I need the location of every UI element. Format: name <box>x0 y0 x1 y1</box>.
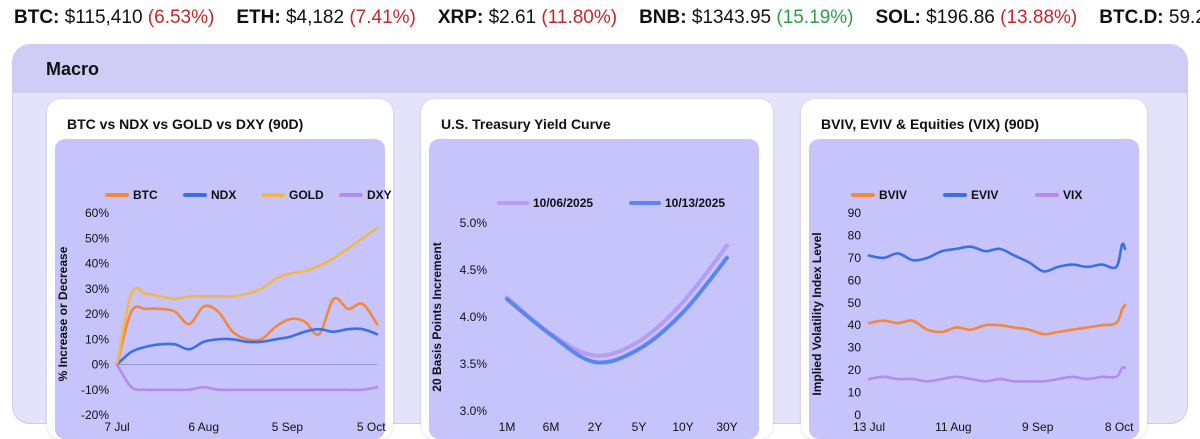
x-tick-label: 5 Oct <box>357 420 386 434</box>
ticker-change: (11.80%) <box>541 7 618 28</box>
ticker-price: 59.28% <box>1168 7 1200 28</box>
legend-label-gold: GOLD <box>289 188 324 202</box>
ticker-item-xrp: XRP: $2.61 (11.80%) <box>438 7 617 29</box>
y-tick-label: 70 <box>848 251 862 265</box>
ticker-price: $4,182 <box>285 7 345 28</box>
series-line-dxy <box>115 363 379 392</box>
price-ticker: BTC: $115,410 (6.53%) ETH: $4,182 (7.41%… <box>0 0 1200 36</box>
ticker-change: (15.19%) <box>776 7 854 28</box>
y-tick-label: 4.5% <box>460 263 488 277</box>
macro-section-header: Macro <box>13 45 1187 93</box>
y-tick-label: 40% <box>85 257 109 271</box>
y-tick-label: 80 <box>848 228 862 242</box>
chart-plot-area: 0 10 20 30 40 50 60 70 80 90 Implied Volatility In… <box>809 139 1139 439</box>
legend-label-vix: VIX <box>1063 188 1082 202</box>
y-tick-label: 0 <box>854 408 861 422</box>
chart-btc-ndx-gold-dxy: -20%-10%0%10%20%30%40%50%60%% Increase o… <box>56 188 392 434</box>
y-tick-label: 20 <box>848 363 862 377</box>
x-tick-label: 1M <box>499 420 516 434</box>
ticker-symbol: BTC: <box>14 7 60 28</box>
y-tick-label: -10% <box>81 383 109 397</box>
legend-label-eviv: EVIV <box>971 188 998 202</box>
series-line-btc <box>115 296 379 366</box>
chart-title: BTC vs NDX vs GOLD vs DXY (90D) <box>67 116 304 132</box>
ticker-item-btc: BTC: $115,410 (6.53%) <box>14 7 214 29</box>
x-tick-label: 6M <box>543 420 560 434</box>
series-line-10-13-2025 <box>505 255 729 365</box>
legend-label-10-13-2025: 10/13/2025 <box>665 196 725 210</box>
chart-volatility-indices: 0 10 20 30 40 50 60 70 80 90 Implied Volatility In… <box>810 188 1134 434</box>
section-title: Macro <box>46 59 100 79</box>
y-tick-label: 3.5% <box>460 357 488 371</box>
y-axis-label: 20 Basis Points Increment <box>430 242 444 391</box>
ticker-symbol: XRP: <box>437 7 484 28</box>
ticker-price: $1343.95 <box>691 7 772 28</box>
x-tick-label: 2Y <box>588 420 603 434</box>
y-tick-label: 5.0% <box>460 216 488 230</box>
x-tick-label: 13 Jul <box>853 420 885 434</box>
y-tick-label: 50 <box>848 296 862 310</box>
chart-title: BVIV, EVIV & Equities (VIX) (90D) <box>821 116 1040 132</box>
x-tick-label: 7 Jul <box>104 420 129 434</box>
legend-label-dxy: DXY <box>367 188 392 202</box>
legend-label-ndx: NDX <box>211 188 236 202</box>
chart-panel-btc-ndx-gold-dxy: BTC vs NDX vs GOLD vs DXY (90D) -20% -10%… <box>47 99 393 439</box>
x-tick-label: 5 Sep <box>272 420 304 434</box>
y-tick-label: 4.0% <box>460 310 488 324</box>
x-tick-label: 30Y <box>716 420 737 434</box>
y-tick-label: 10 <box>848 386 862 400</box>
x-tick-label: 9 Sep <box>1022 420 1054 434</box>
ticker-symbol: SOL: <box>875 7 921 28</box>
x-tick-label: 11 Aug <box>935 420 971 434</box>
ticker-change: (7.41%) <box>349 7 416 28</box>
chart-panel-treasury-yield-curve: U.S. Treasury Yield Curve 3.0% 3.5% 4.0% 4.… <box>421 99 773 439</box>
ticker-price: $196.86 <box>926 7 995 28</box>
ticker-item-bnb: BNB: $1343.95 (15.19%) <box>639 7 853 29</box>
chart-title: U.S. Treasury Yield Curve <box>441 116 611 132</box>
chart-plot-area: 3.0% 3.5% 4.0% 4.5% 5.0% 20 Basis Points Incr… <box>429 139 759 439</box>
x-tick-label: 10Y <box>672 420 693 434</box>
series-line-bviv <box>867 303 1127 336</box>
x-tick-label: 8 Oct <box>1105 420 1134 434</box>
ticker-price: $2.61 <box>488 7 537 28</box>
legend-label-btc: BTC <box>133 188 158 202</box>
y-tick-label: 0% <box>92 358 110 372</box>
y-tick-label: 40 <box>848 318 862 332</box>
y-tick-label: 60 <box>848 273 862 287</box>
ticker-symbol: BTC.D: <box>1099 7 1164 28</box>
y-axis-label: Implied Volatility Index Level <box>810 232 824 395</box>
y-axis-label: % Increase or Decrease <box>56 246 70 381</box>
y-tick-label: 30 <box>848 341 862 355</box>
chart-panel-volatility: BVIV, EVIV & Equities (VIX) (90D) 0 10 20 3… <box>801 99 1147 439</box>
ticker-item-sol: SOL: $196.86 (13.88%) <box>876 7 1078 29</box>
x-tick-label: 5Y <box>632 420 647 434</box>
y-tick-label: 10% <box>85 332 109 346</box>
y-tick-label: 30% <box>85 282 109 296</box>
chart-treasury-yield-curve: 3.0% 3.5% 4.0% 4.5% 5.0% 20 Basis Points Incr… <box>430 196 738 434</box>
series-line-ndx <box>115 327 379 366</box>
legend-label-10-06-2025: 10/06/2025 <box>533 196 593 210</box>
ticker-price: $115,410 <box>64 7 143 28</box>
y-tick-label: 20% <box>85 307 109 321</box>
y-tick-label: 60% <box>85 206 109 220</box>
series-line-gold <box>115 226 379 366</box>
ticker-change: (6.53%) <box>147 7 215 28</box>
ticker-item-eth: ETH: $4,182 (7.41%) <box>236 7 416 29</box>
macro-section: Macro BTC vs NDX vs GOLD vs DXY (90D) -2… <box>12 44 1188 439</box>
legend-label-bviv: BVIV <box>879 188 907 202</box>
y-tick-label: 3.0% <box>460 404 488 418</box>
ticker-symbol: ETH: <box>236 7 281 28</box>
ticker-item-btc-dominance: BTC.D: 59.28% <box>1099 7 1200 29</box>
ticker-change: (13.88%) <box>1000 7 1078 28</box>
x-tick-label: 6 Aug <box>188 420 219 434</box>
chart-plot-area: -20% -10% 0% 10% 20% 30% 40% 50% 60%% Increase o… <box>55 139 392 439</box>
ticker-symbol: BNB: <box>639 7 687 28</box>
series-line-eviv <box>867 242 1127 273</box>
y-tick-label: 90 <box>848 206 862 220</box>
y-tick-label: 50% <box>85 231 109 245</box>
series-line-vix <box>867 365 1127 383</box>
